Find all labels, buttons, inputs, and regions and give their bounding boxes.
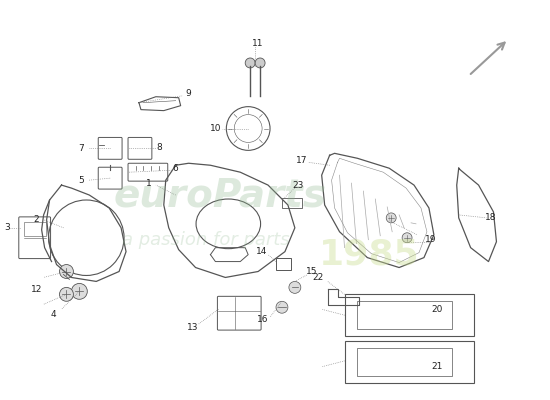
Bar bbox=[344, 294, 474, 336]
Text: 15: 15 bbox=[306, 267, 317, 276]
Text: 20: 20 bbox=[431, 305, 443, 314]
Text: 10: 10 bbox=[210, 124, 221, 133]
Text: 3: 3 bbox=[4, 223, 10, 232]
Circle shape bbox=[72, 284, 87, 299]
Bar bbox=[344, 341, 474, 383]
Text: 7: 7 bbox=[79, 144, 84, 153]
Text: 16: 16 bbox=[257, 315, 269, 324]
Text: 19: 19 bbox=[425, 235, 437, 244]
Bar bbox=[358, 348, 452, 376]
Text: 14: 14 bbox=[256, 247, 268, 256]
Text: a passion for parts: a passion for parts bbox=[122, 231, 289, 249]
Circle shape bbox=[276, 301, 288, 313]
Text: 1: 1 bbox=[146, 179, 152, 188]
Circle shape bbox=[59, 264, 73, 278]
Text: 2: 2 bbox=[34, 215, 40, 224]
Text: 13: 13 bbox=[187, 323, 199, 332]
Circle shape bbox=[255, 58, 265, 68]
Circle shape bbox=[245, 58, 255, 68]
Text: 6: 6 bbox=[173, 164, 179, 173]
Circle shape bbox=[386, 213, 396, 223]
Circle shape bbox=[59, 287, 73, 301]
Text: 18: 18 bbox=[485, 213, 496, 222]
Text: 4: 4 bbox=[51, 310, 56, 319]
Text: 11: 11 bbox=[252, 38, 264, 48]
Text: 22: 22 bbox=[312, 273, 323, 282]
Bar bbox=[358, 301, 452, 329]
Text: 17: 17 bbox=[296, 156, 307, 165]
Text: 1985: 1985 bbox=[319, 238, 420, 272]
Circle shape bbox=[402, 233, 412, 243]
Text: 5: 5 bbox=[79, 176, 84, 185]
Text: 8: 8 bbox=[156, 143, 162, 152]
Text: euroParts: euroParts bbox=[114, 176, 327, 214]
Circle shape bbox=[289, 282, 301, 293]
Text: 9: 9 bbox=[186, 89, 191, 98]
Text: 23: 23 bbox=[292, 181, 304, 190]
Text: 21: 21 bbox=[431, 362, 443, 371]
Text: 12: 12 bbox=[31, 285, 42, 294]
